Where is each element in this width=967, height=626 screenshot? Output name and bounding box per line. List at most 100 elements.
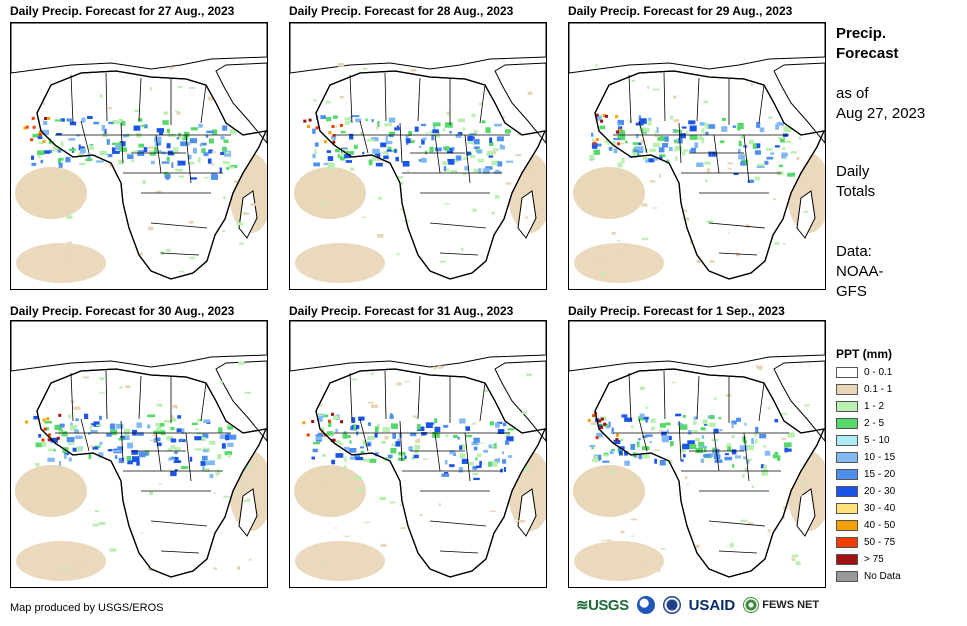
precip-cell [168, 457, 172, 461]
country-border [120, 420, 124, 462]
precip-cell [431, 134, 435, 141]
precip-cell [320, 403, 323, 407]
precip-cell [40, 159, 44, 164]
precip-cell [195, 448, 202, 451]
heavy-precip-cell [306, 433, 310, 437]
precip-cell [98, 452, 104, 458]
precip-cell [689, 125, 697, 132]
precip-cell [57, 149, 62, 153]
precip-cell [351, 115, 360, 118]
precip-cell [387, 146, 392, 152]
precip-cell [429, 146, 434, 153]
precip-cell [225, 434, 230, 441]
precip-cell [639, 413, 645, 418]
precip-cell [751, 438, 754, 445]
precip-cell [386, 152, 389, 159]
precip-cell [640, 139, 645, 144]
precip-cell [675, 413, 682, 417]
precip-cell [201, 142, 207, 146]
legend-label: 2 - 5 [864, 418, 885, 429]
precip-cell [178, 175, 185, 178]
heavy-precip-cell [42, 139, 46, 143]
precip-cell [727, 446, 732, 451]
precip-cell [701, 137, 705, 143]
precip-cell [198, 123, 203, 128]
country-border [638, 120, 648, 154]
precip-cell [244, 465, 251, 469]
precip-cell [733, 172, 739, 175]
country-border [758, 84, 765, 124]
precip-cell [191, 422, 198, 425]
precip-cell [362, 67, 368, 70]
precip-cell [449, 450, 455, 455]
precip-cell [709, 414, 714, 420]
precip-cell [326, 150, 331, 153]
precip-cell [219, 434, 227, 440]
precip-cell [591, 132, 594, 137]
precip-cell [705, 179, 708, 183]
legend-label: > 75 [864, 554, 884, 565]
precip-cell [199, 143, 202, 147]
precip-cell [320, 414, 329, 418]
europe-landmass [569, 321, 825, 372]
precip-cell [647, 86, 650, 89]
precip-cell [601, 540, 606, 542]
precip-cell [102, 131, 108, 138]
precip-cell [638, 438, 641, 441]
precip-cell [751, 485, 754, 489]
precip-cell [683, 209, 687, 212]
precip-cell [376, 126, 379, 130]
legend-label: 0 - 0.1 [864, 367, 893, 378]
precip-cell [331, 459, 336, 465]
precip-cell [410, 69, 417, 72]
precip-cell [666, 429, 669, 434]
usgs-logo: ≋USGS [576, 597, 629, 614]
precip-cell [620, 530, 625, 534]
legend-label: 10 - 15 [864, 452, 896, 463]
precip-cell [223, 196, 226, 200]
precip-cell [35, 462, 40, 467]
precip-cell [654, 130, 657, 134]
precip-cell [72, 447, 77, 452]
precip-cell [432, 129, 439, 134]
heavy-precip-cell [303, 119, 307, 123]
precip-cell [343, 471, 346, 473]
precip-cell [421, 139, 425, 145]
precip-cell [472, 422, 477, 425]
precip-cell [791, 554, 799, 558]
precip-cell [701, 435, 705, 439]
precip-cell [179, 135, 184, 139]
precip-cell [403, 380, 410, 382]
precip-cell [189, 256, 196, 260]
heavy-precip-cell [595, 436, 599, 440]
legend-swatch [836, 401, 858, 412]
precip-cell [608, 147, 613, 151]
country-border [678, 122, 682, 164]
precip-cell [88, 144, 94, 150]
precip-cell [444, 146, 450, 152]
precip-cell [207, 158, 212, 164]
precip-cell [177, 86, 183, 88]
precip-cell [787, 432, 795, 438]
precip-cell [469, 133, 477, 136]
precip-cell [631, 518, 637, 521]
drizzle-area [294, 167, 366, 219]
precip-cell [376, 159, 384, 162]
precip-cell [163, 420, 171, 423]
precip-cell [400, 527, 406, 529]
precip-cell [732, 125, 737, 128]
precip-cell [237, 566, 240, 570]
precip-cell [368, 401, 375, 404]
precip-cell [203, 468, 209, 472]
logo-bar: ≋USGS USAID FEWS NET [576, 596, 819, 614]
precip-cell [360, 450, 365, 455]
precip-cell [31, 155, 34, 160]
precip-cell [59, 157, 64, 161]
precip-cell [174, 469, 178, 472]
precip-cell [112, 449, 121, 453]
country-border [464, 432, 471, 482]
precip-cell [360, 131, 363, 136]
precip-cell [331, 135, 337, 140]
precip-cell [111, 147, 116, 154]
precip-cell [162, 120, 169, 125]
